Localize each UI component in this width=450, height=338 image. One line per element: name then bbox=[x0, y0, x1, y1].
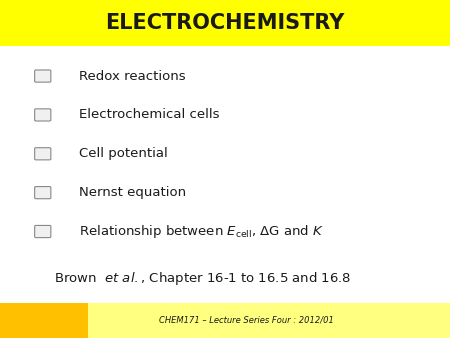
Text: Electrochemical cells: Electrochemical cells bbox=[79, 108, 219, 121]
Text: Relationship between $\it{E}_{\rm{cell}}$, $\Delta$G and $\it{K}$: Relationship between $\it{E}_{\rm{cell}}… bbox=[79, 223, 324, 240]
Text: Brown  $\it{et\ al.}$, Chapter 16-1 to 16.5 and 16.8: Brown $\it{et\ al.}$, Chapter 16-1 to 16… bbox=[54, 270, 351, 287]
FancyBboxPatch shape bbox=[35, 148, 51, 160]
Text: CHEM171 – Lecture Series Four : 2012/01: CHEM171 – Lecture Series Four : 2012/01 bbox=[159, 316, 334, 325]
FancyBboxPatch shape bbox=[35, 109, 51, 121]
Bar bbox=[0, 303, 88, 338]
FancyBboxPatch shape bbox=[35, 70, 51, 82]
Bar bbox=[0, 0, 450, 46]
FancyBboxPatch shape bbox=[35, 187, 51, 199]
Text: Nernst equation: Nernst equation bbox=[79, 186, 186, 199]
FancyBboxPatch shape bbox=[35, 225, 51, 238]
Text: ELECTROCHEMISTRY: ELECTROCHEMISTRY bbox=[105, 13, 345, 33]
Text: Cell potential: Cell potential bbox=[79, 147, 167, 160]
Bar bbox=[0, 303, 450, 338]
Text: Redox reactions: Redox reactions bbox=[79, 70, 185, 82]
